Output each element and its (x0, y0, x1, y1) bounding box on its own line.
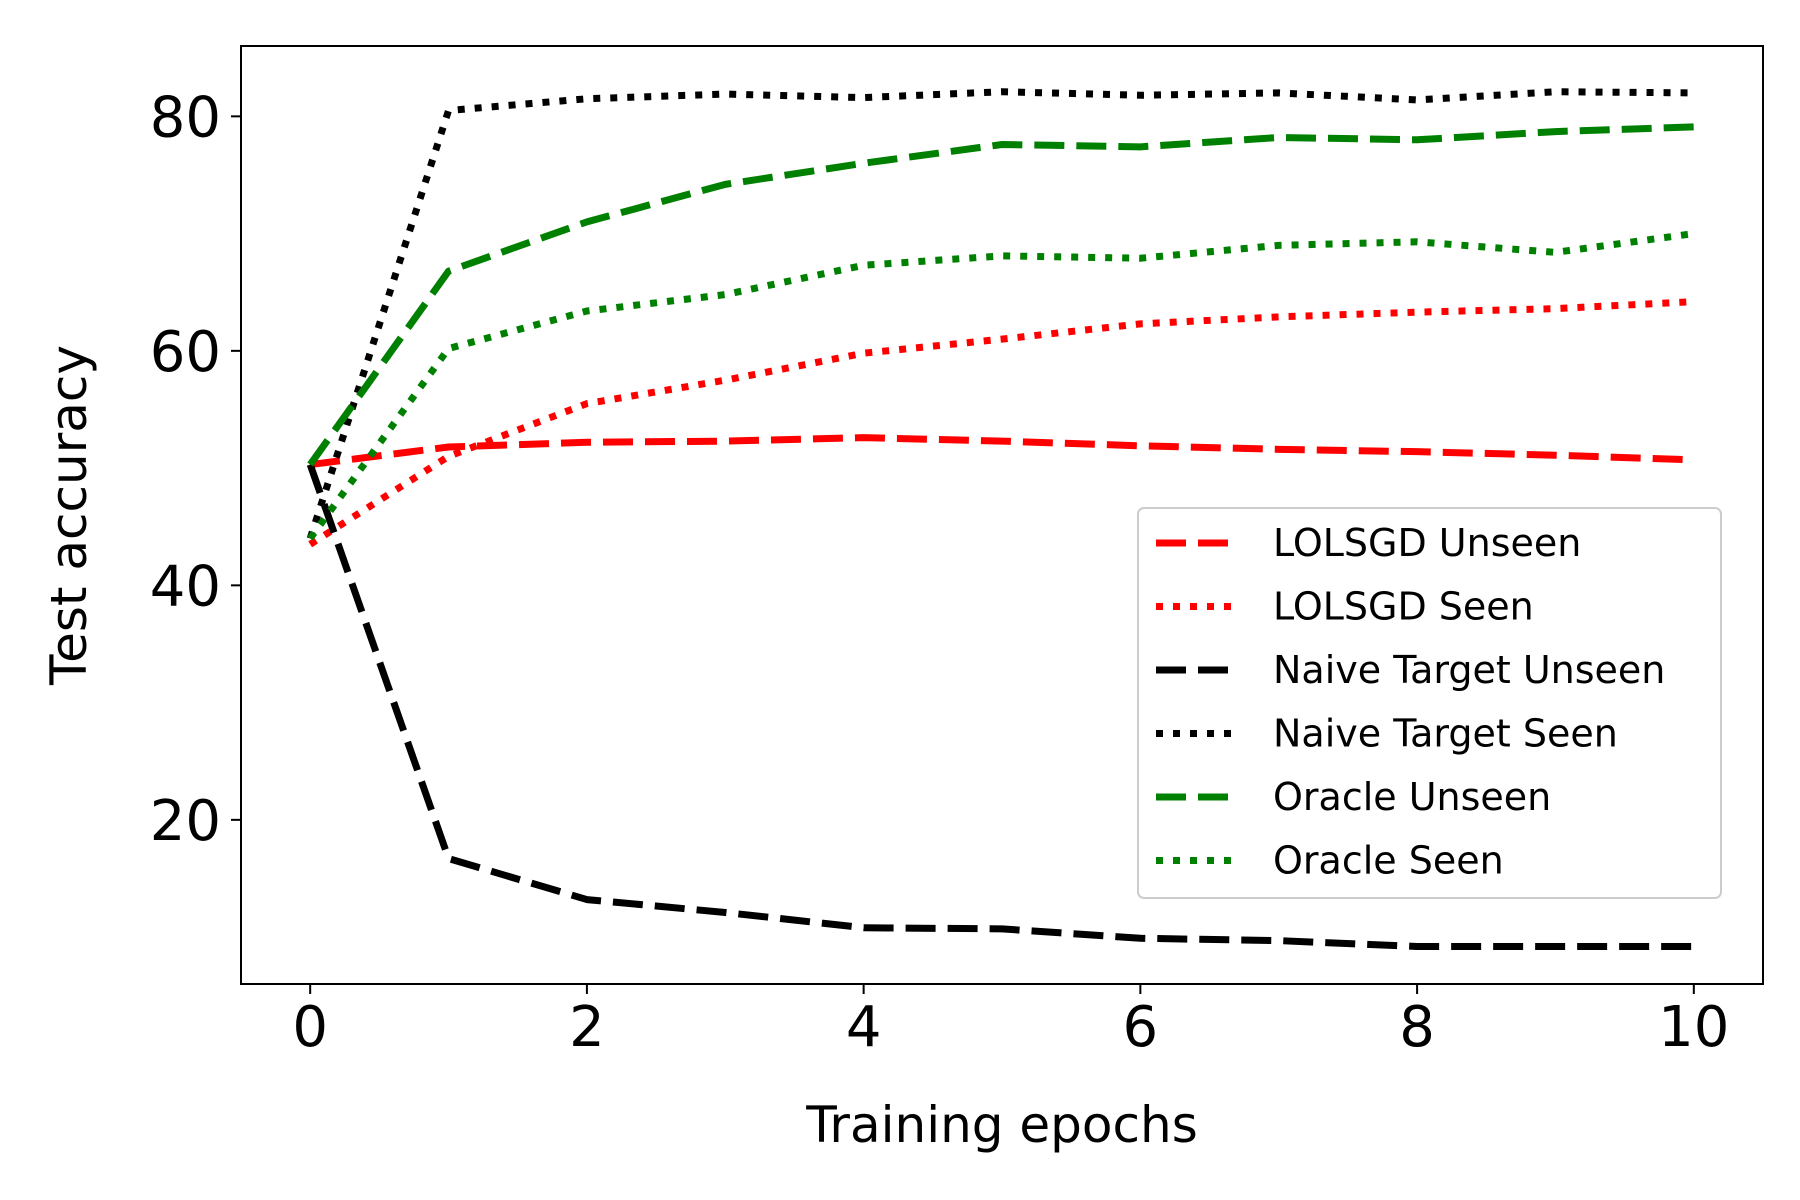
x-tick-label: 2 (569, 995, 605, 1060)
series-line-oracle-unseen (307, 123, 1694, 467)
x-axis: 0 2 4 6 8 10 (292, 984, 1729, 1060)
plot-frame (240, 45, 1764, 985)
legend-label: Oracle Unseen (1273, 775, 1551, 819)
legend-box (1137, 507, 1722, 899)
y-tick-label: 40 (150, 554, 221, 619)
x-axis-label: Training epochs (805, 1096, 1198, 1154)
series-line-naive-target-unseen (306, 463, 1694, 950)
legend-label: LOLSGD Unseen (1273, 521, 1581, 565)
y-axis: 20 40 60 80 (150, 85, 241, 854)
series-line-lolsgd-seen (308, 298, 1694, 548)
series-layer (306, 88, 1695, 950)
legend-label: Naive Target Unseen (1273, 648, 1665, 692)
x-tick-label: 6 (1123, 995, 1159, 1060)
series-line-lolsgd-unseen (309, 434, 1694, 469)
x-tick-label: 10 (1658, 995, 1729, 1060)
legend: LOLSGD Unseen LOLSGD Seen Naive Target Uns… (1137, 507, 1722, 899)
y-tick-label: 80 (150, 85, 221, 150)
series-line-oracle-seen (307, 230, 1695, 541)
y-tick-label: 20 (150, 789, 221, 854)
x-tick-label: 8 (1399, 995, 1435, 1060)
x-tick-label: 0 (292, 995, 328, 1060)
x-tick-label: 4 (846, 995, 882, 1060)
legend-label: LOLSGD Seen (1273, 585, 1534, 629)
series-line-naive-target-seen (306, 88, 1694, 540)
legend-label: Oracle Seen (1273, 839, 1504, 883)
y-axis-label: Test accuracy (40, 345, 98, 686)
legend-label: Naive Target Seen (1273, 712, 1618, 756)
y-tick-label: 60 (150, 320, 221, 385)
